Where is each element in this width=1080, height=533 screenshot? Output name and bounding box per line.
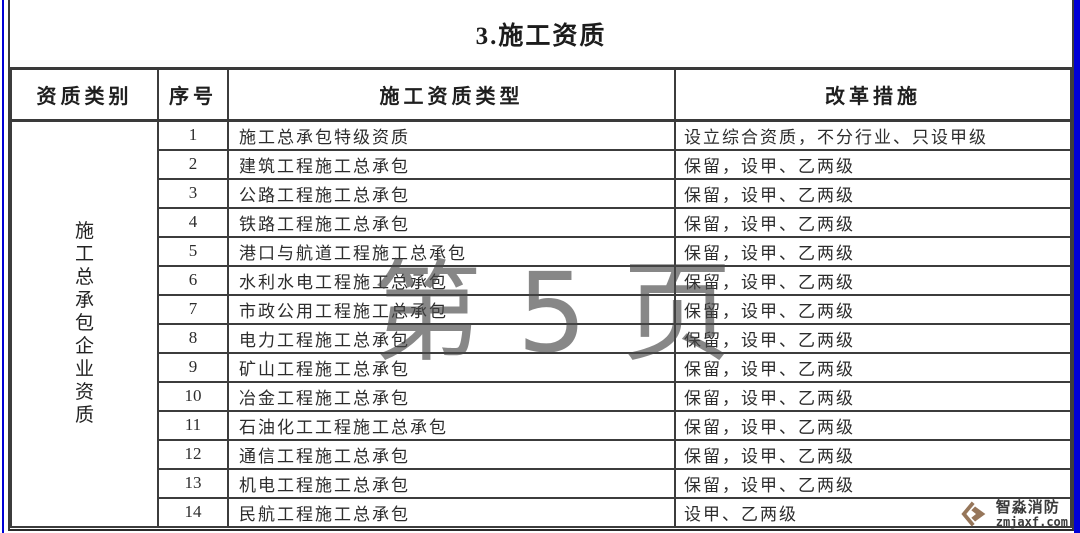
header-measure: 改革措施	[674, 67, 1072, 122]
page-title: 3.施工资质	[475, 22, 607, 50]
qualification-type-cell: 铁路工程施工总承包	[227, 206, 676, 238]
reform-measure-cell: 设立综合资质，不分行业、只设甲级	[674, 119, 1072, 151]
header-serial: 序号	[157, 67, 229, 122]
row-number-cell: 6	[157, 264, 229, 296]
table-row: 5 港口与航道工程施工总承包 保留，设甲、乙两级	[11, 235, 1072, 267]
qualification-type-cell: 公路工程施工总承包	[227, 177, 676, 209]
table-row: 4 铁路工程施工总承包 保留，设甲、乙两级	[11, 206, 1072, 238]
table-row: 3 公路工程施工总承包 保留，设甲、乙两级	[11, 177, 1072, 209]
table-row: 2 建筑工程施工总承包 保留，设甲、乙两级	[11, 148, 1072, 180]
reform-measure-cell: 保留，设甲、乙两级	[674, 322, 1072, 354]
row-number-cell: 14	[157, 496, 229, 528]
qualification-type-cell: 机电工程施工总承包	[227, 467, 676, 499]
row-number-cell: 5	[157, 235, 229, 267]
table-row: 11 石油化工工程施工总承包 保留，设甲、乙两级	[11, 409, 1072, 441]
reform-measure-cell: 保留，设甲、乙两级	[674, 380, 1072, 412]
row-number-cell: 1	[157, 119, 229, 151]
reform-measure-cell: 设甲、乙两级	[674, 496, 1072, 528]
table-row: 12 通信工程施工总承包 保留，设甲、乙两级	[11, 438, 1072, 470]
qualification-type-cell: 港口与航道工程施工总承包	[227, 235, 676, 267]
page-right-edge	[1074, 0, 1080, 533]
logo-name-text: 智淼消防	[995, 498, 1060, 516]
table-row: 8 电力工程施工总承包 保留，设甲、乙两级	[11, 322, 1072, 354]
reform-measure-cell: 保留，设甲、乙两级	[674, 264, 1072, 296]
table-row: 7 市政公用工程施工总承包 保留，设甲、乙两级	[11, 293, 1072, 325]
row-number-cell: 12	[157, 438, 229, 470]
table-row: 施 工 总 承 包 企 业 资 质 1 施工总承包特级资质 设立综合资质，不分行业…	[10, 119, 1072, 528]
qualification-type-cell: 建筑工程施工总承包	[227, 148, 676, 180]
table-body: 施 工 总 承 包 企 业 资 质 1 施工总承包特级资质 设立综合资质，不分行业…	[10, 119, 1072, 528]
table-row: 6 水利水电工程施工总承包 保留，设甲、乙两级	[11, 264, 1072, 296]
row-number-cell: 7	[157, 293, 229, 325]
qualification-type-cell: 矿山工程施工总承包	[227, 351, 676, 383]
row-number-cell: 3	[157, 177, 229, 209]
qualification-type-cell: 电力工程施工总承包	[227, 322, 676, 354]
table-row: 10 冶金工程施工总承包 保留，设甲、乙两级	[11, 380, 1072, 412]
row-number-cell: 11	[157, 409, 229, 441]
qualification-type-cell: 通信工程施工总承包	[227, 438, 676, 470]
row-number-cell: 2	[157, 148, 229, 180]
title-bar: 3.施工资质	[10, 0, 1072, 67]
reform-measure-cell: 保留，设甲、乙两级	[674, 409, 1072, 441]
category-cell: 施 工 总 承 包 企 业 资 质	[10, 119, 159, 528]
category-vertical-label: 施 工 总 承 包 企 业 资 质	[74, 221, 94, 427]
qualification-type-cell: 石油化工工程施工总承包	[227, 409, 676, 441]
row-number-cell: 9	[157, 351, 229, 383]
qualification-type-cell: 冶金工程施工总承包	[227, 380, 676, 412]
document-frame: 3.施工资质 资质类别 序号 施工资质类型 改革措施 施 工 总 承 包 企 业…	[8, 0, 1074, 531]
table-row: 13 机电工程施工总承包 保留，设甲、乙两级	[11, 467, 1072, 499]
header-category: 资质类别	[10, 67, 159, 122]
row-number-cell: 8	[157, 322, 229, 354]
qualification-type-cell: 民航工程施工总承包	[227, 496, 676, 528]
reform-measure-cell: 保留，设甲、乙两级	[674, 148, 1072, 180]
site-logo: 智淼消防 zmjaxf.com	[961, 499, 1068, 529]
row-number-cell: 13	[157, 467, 229, 499]
qualification-type-cell: 水利水电工程施工总承包	[227, 264, 676, 296]
table-row: 9 矿山工程施工总承包 保留，设甲、乙两级	[11, 351, 1072, 383]
row-number-cell: 4	[157, 206, 229, 238]
table-header-row: 资质类别 序号 施工资质类型 改革措施	[10, 67, 1072, 122]
reform-measure-cell: 保留，设甲、乙两级	[674, 438, 1072, 470]
diamond-logo-icon	[961, 499, 991, 529]
table-row: 14 民航工程施工总承包 设甲、乙两级	[11, 496, 1072, 528]
reform-measure-cell: 保留，设甲、乙两级	[674, 177, 1072, 209]
qualification-type-cell: 施工总承包特级资质	[227, 119, 676, 151]
reform-measure-cell: 保留，设甲、乙两级	[674, 293, 1072, 325]
logo-site-text: zmjaxf.com	[995, 514, 1068, 529]
row-number-cell: 10	[157, 380, 229, 412]
reform-measure-cell: 保留，设甲、乙两级	[674, 467, 1072, 499]
reform-measure-cell: 保留，设甲、乙两级	[674, 351, 1072, 383]
page-left-edge	[2, 0, 4, 533]
qualification-type-cell: 市政公用工程施工总承包	[227, 293, 676, 325]
reform-measure-cell: 保留，设甲、乙两级	[674, 235, 1072, 267]
header-type: 施工资质类型	[227, 67, 676, 122]
reform-measure-cell: 保留，设甲、乙两级	[674, 206, 1072, 238]
qualification-table: 资质类别 序号 施工资质类型 改革措施 施 工 总 承 包 企 业 资 质 1 施…	[10, 67, 1072, 528]
